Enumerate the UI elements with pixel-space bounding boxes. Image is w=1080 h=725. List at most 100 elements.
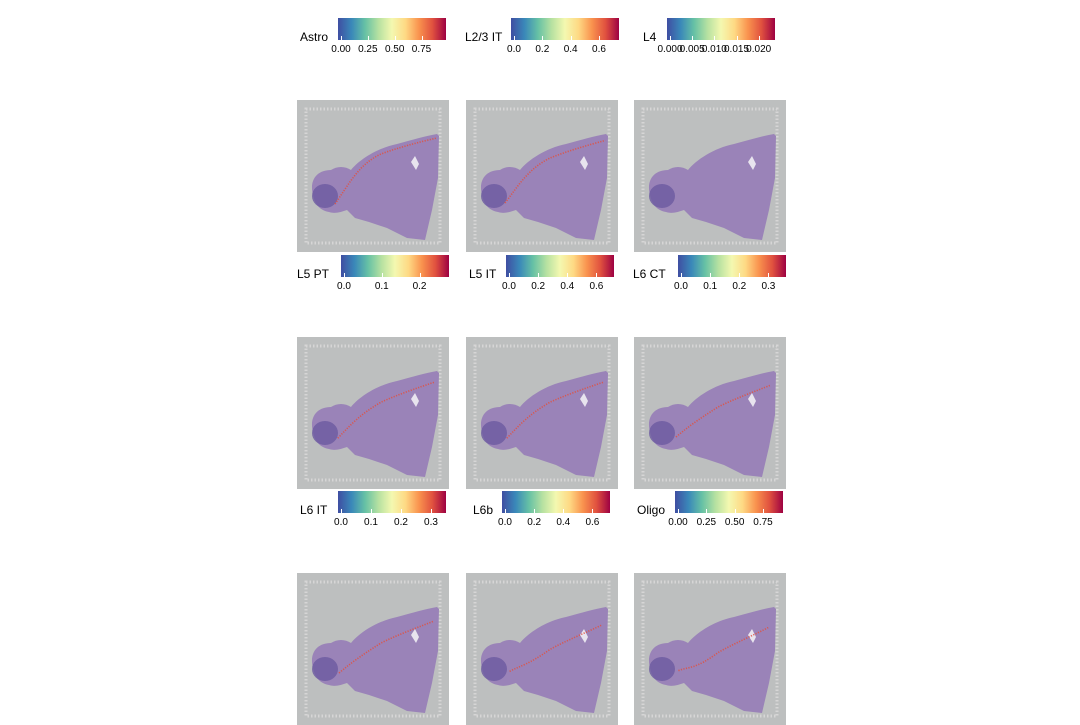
colorbar-tick-label: 0.50 <box>724 517 745 528</box>
colorbar-tick-label: 0.6 <box>589 281 604 292</box>
colorbar-tick <box>710 273 712 277</box>
panel-l2-3-it: L2/3 IT 0.0 0.2 0.4 0.6 <box>465 18 619 252</box>
ventricle-region <box>748 393 756 407</box>
colorbar-tick-label: 0.0 <box>334 517 348 528</box>
colorbar-tick <box>763 509 764 513</box>
colorbar-tick <box>570 36 572 40</box>
colorbar-tick <box>599 36 600 40</box>
colorbar-tick-label: 0.6 <box>592 44 606 55</box>
spot-frame <box>473 580 611 718</box>
colorbar-tick <box>542 36 544 40</box>
tissue-shape <box>648 134 776 240</box>
colorbar-tick <box>734 509 736 513</box>
olfactory-bulb-region <box>649 657 675 681</box>
colorbar-tick <box>681 273 682 277</box>
tissue-shape <box>311 607 439 713</box>
legend-title: L6b <box>473 503 494 517</box>
olfactory-bulb-region <box>481 421 507 445</box>
tissue-section-image <box>634 100 786 252</box>
colorbar-tick-label: 0.4 <box>563 44 578 55</box>
colorbar-tick-label: 0.1 <box>374 281 389 292</box>
colorbar <box>675 491 783 513</box>
colorbar-tick <box>768 273 770 277</box>
colorbar-tick <box>431 509 432 513</box>
tissue-shape <box>480 371 608 477</box>
colorbar-tick-label: 0.3 <box>761 281 776 292</box>
colorbar-tick-label: 0.00 <box>331 44 351 55</box>
colorbar-tick-label: 0.015 <box>724 44 750 55</box>
olfactory-bulb-region <box>312 657 338 681</box>
spot-frame <box>304 344 442 482</box>
ventricle-region <box>411 629 419 643</box>
colorbar-tick-label: 0.00 <box>668 517 688 528</box>
colorbar <box>338 491 446 513</box>
legend-title: L5 IT <box>469 267 497 281</box>
legend-title: Astro <box>300 30 329 44</box>
tissue-section-image <box>297 573 449 725</box>
colorbar-tick <box>670 36 671 40</box>
colorbar-tick-label: 0.1 <box>364 517 378 528</box>
colorbar-tick-label: 0.1 <box>703 281 718 292</box>
colorbar-tick-label: 0.75 <box>753 517 773 528</box>
colorbar <box>341 255 449 277</box>
colorbar <box>506 255 614 277</box>
colorbar-tick <box>534 509 536 513</box>
panel-astro: Astro 0.00 0.25 0.50 0.75 <box>297 18 449 252</box>
colorbar-tick <box>592 509 594 513</box>
spot-frame <box>641 580 779 718</box>
colorbar-tick-label: 0.005 <box>679 44 705 55</box>
colorbar-tick <box>419 273 421 277</box>
tissue-section-image <box>466 573 618 725</box>
colorbar <box>678 255 786 277</box>
colorbar-tick <box>736 36 738 40</box>
colorbar-tick-label: 0.0 <box>498 517 512 528</box>
ventricle-region <box>580 156 588 170</box>
panel-l5-it: L5 IT 0.0 0.2 0.4 0.6 <box>466 255 618 489</box>
tissue-shape <box>311 134 439 240</box>
colorbar-tick <box>394 36 396 40</box>
colorbar-tick-label: 0.6 <box>585 517 600 528</box>
colorbar-tick-label: 0.000 <box>657 44 683 55</box>
tissue-shape <box>648 371 776 477</box>
ventricle-region <box>580 393 588 407</box>
legend-title: L2/3 IT <box>465 30 503 44</box>
colorbar-tick <box>563 509 565 513</box>
colorbar-tick <box>692 36 694 40</box>
ventricle-region <box>748 156 756 170</box>
expression-hotspot <box>678 626 770 672</box>
legend-title: L4 <box>643 30 657 44</box>
tissue-section-image <box>297 337 449 489</box>
colorbar-tick-label: 0.4 <box>556 517 571 528</box>
colorbar-tick <box>596 273 598 277</box>
colorbar-tick-label: 0.020 <box>746 44 772 55</box>
ventricle-region <box>411 156 419 170</box>
colorbar-tick-label: 0.2 <box>531 281 546 292</box>
colorbar-tick-label: 0.2 <box>527 517 542 528</box>
colorbar <box>511 18 619 40</box>
colorbar <box>338 18 446 40</box>
colorbar-tick-label: 0.2 <box>535 44 550 55</box>
colorbar-tick-label: 0.50 <box>384 44 405 55</box>
spot-frame <box>304 107 442 245</box>
panel-l6-it: L6 IT 0.0 0.1 0.2 0.3 <box>297 491 449 725</box>
tissue-section-image <box>466 337 618 489</box>
olfactory-bulb-region <box>312 421 338 445</box>
colorbar <box>502 491 610 513</box>
legend-title: L5 PT <box>297 267 330 281</box>
colorbar-tick <box>514 36 515 40</box>
colorbar-tick <box>678 509 679 513</box>
colorbar-tick-label: 0.0 <box>337 281 351 292</box>
colorbar-tick <box>367 36 369 40</box>
colorbar-tick-label: 0.2 <box>732 281 747 292</box>
tissue-section-image <box>466 100 618 252</box>
colorbar-tick <box>341 509 342 513</box>
olfactory-bulb-region <box>649 184 675 208</box>
spot-frame <box>304 580 442 718</box>
colorbar-tick-label: 0.010 <box>701 44 727 55</box>
colorbar-tick-label: 0.25 <box>696 517 717 528</box>
colorbar-tick-label: 0.4 <box>560 281 575 292</box>
panel-l6b: L6b 0.0 0.2 0.4 0.6 <box>466 491 618 725</box>
expression-hotspot <box>504 139 606 204</box>
colorbar-tick-label: 0.0 <box>507 44 521 55</box>
tissue-section-image <box>297 100 449 252</box>
